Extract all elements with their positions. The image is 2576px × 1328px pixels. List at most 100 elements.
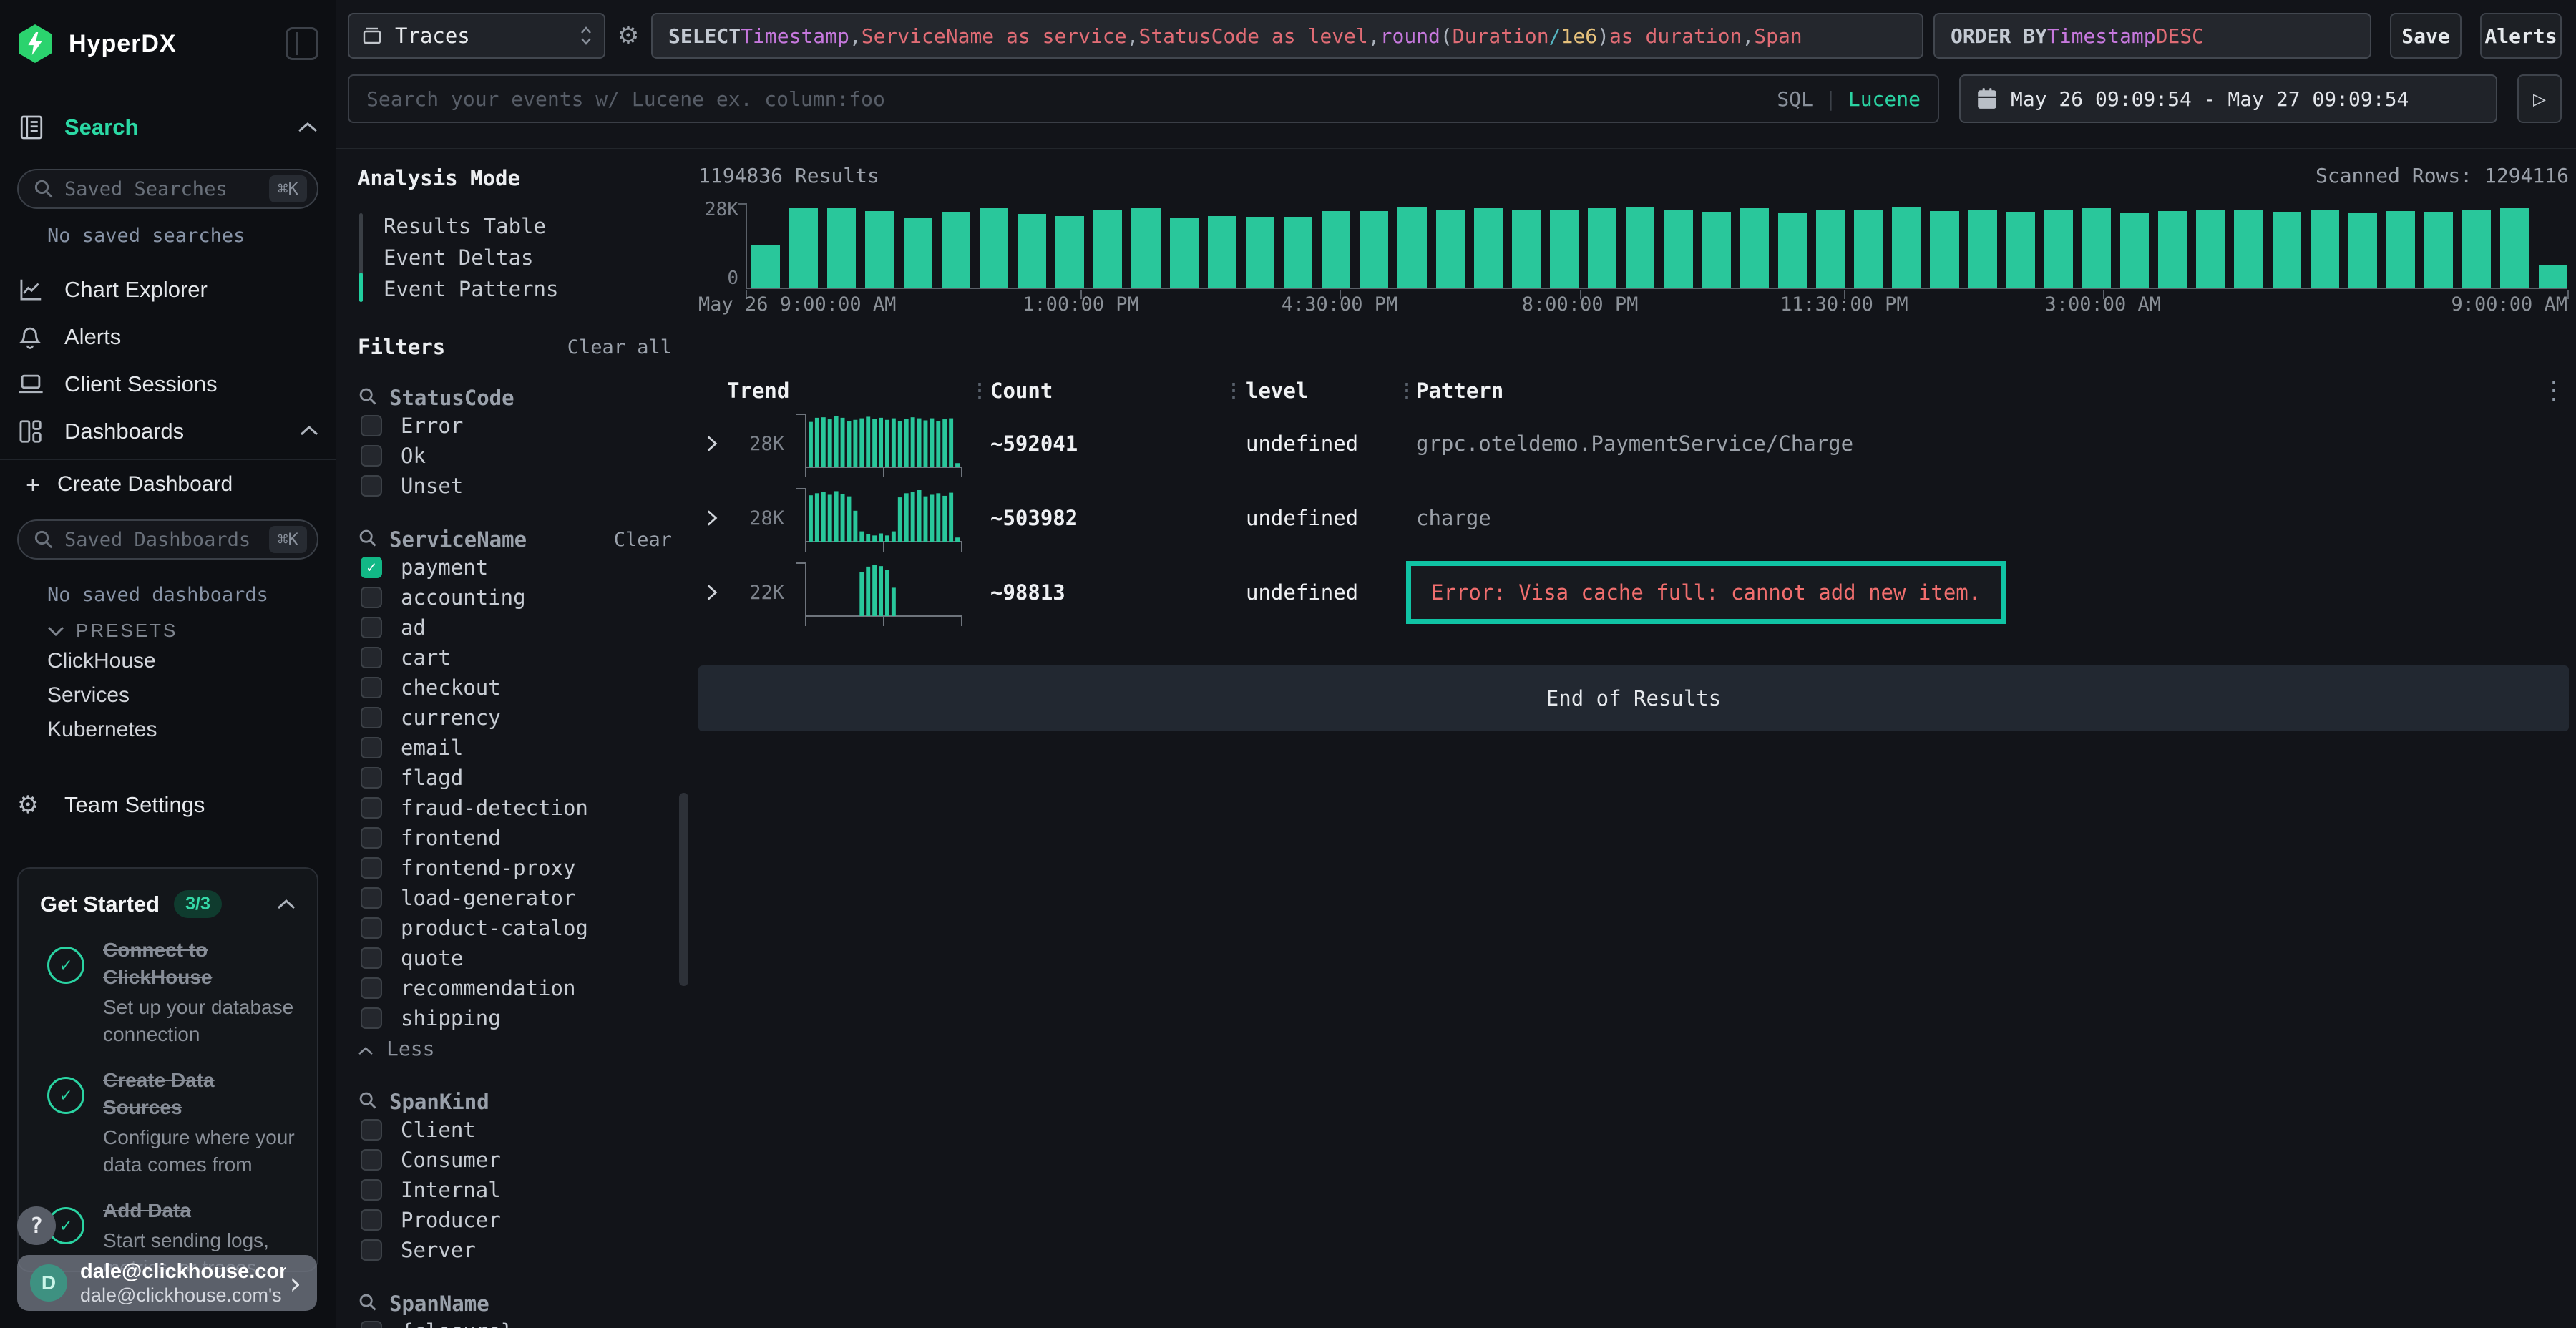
filter-option-fraud-detection[interactable]: fraud-detection bbox=[358, 793, 672, 823]
filter-option-load-generator[interactable]: load-generator bbox=[358, 883, 672, 913]
filter-option-server[interactable]: Server bbox=[358, 1235, 672, 1265]
filter-option-ok[interactable]: Ok bbox=[358, 441, 672, 471]
checkbox[interactable] bbox=[361, 737, 382, 758]
sidebar-item-alerts[interactable]: Alerts bbox=[17, 313, 318, 361]
checkbox[interactable] bbox=[361, 1209, 382, 1231]
column-header-level[interactable]: ⋮ level bbox=[1224, 379, 1309, 403]
checkbox[interactable] bbox=[361, 947, 382, 969]
saved-dashboards-input[interactable]: Saved Dashboards ⌘K bbox=[17, 519, 318, 560]
filter-option-producer[interactable]: Producer bbox=[358, 1205, 672, 1235]
table-row[interactable]: 28K ~592041 undefined grpc.oteldemo.Payment… bbox=[698, 406, 2569, 481]
filter-option-internal[interactable]: Internal bbox=[358, 1175, 672, 1205]
get-started-item[interactable]: ✓ Create Data Sources Configure where your… bbox=[40, 1067, 296, 1178]
preset-services[interactable]: Services bbox=[47, 683, 130, 707]
checkbox[interactable] bbox=[361, 917, 382, 939]
highlighted-error-pattern[interactable]: Error: Visa cache full: cannot add new i… bbox=[1406, 561, 2006, 624]
checkbox[interactable] bbox=[361, 827, 382, 849]
user-menu[interactable]: D dale@clickhouse.com dale@clickhouse.co… bbox=[17, 1255, 317, 1311]
lang-sql-option[interactable]: SQL bbox=[1777, 87, 1813, 111]
filter-option-recommendation[interactable]: recommendation bbox=[358, 973, 672, 1003]
filter-option-ad[interactable]: ad bbox=[358, 612, 672, 643]
analysis-mode-results-table[interactable]: Results Table bbox=[384, 214, 546, 238]
filter-option-flagd[interactable]: flagd bbox=[358, 763, 672, 793]
checkbox[interactable] bbox=[361, 707, 382, 728]
sidebar-item-search[interactable]: Search bbox=[17, 107, 318, 147]
checkbox[interactable] bbox=[361, 797, 382, 819]
source-settings-gear-icon[interactable]: ⚙ bbox=[617, 21, 640, 50]
analysis-mode-event-deltas[interactable]: Event Deltas bbox=[384, 245, 534, 270]
checkbox[interactable] bbox=[361, 1321, 382, 1328]
checkbox[interactable] bbox=[361, 857, 382, 879]
checkbox[interactable] bbox=[361, 415, 382, 436]
presets-toggle[interactable]: PRESETS bbox=[17, 620, 318, 642]
histogram-bars[interactable] bbox=[751, 206, 2567, 288]
get-started-item[interactable]: ✓ Connect to ClickHouse Set up your databa… bbox=[40, 937, 296, 1048]
row-expand-icon[interactable] bbox=[704, 431, 733, 456]
filter-option-error[interactable]: Error bbox=[358, 411, 672, 441]
filter-option-email[interactable]: email bbox=[358, 733, 672, 763]
preset-kubernetes[interactable]: Kubernetes bbox=[47, 718, 157, 741]
scrollbar-thumb[interactable] bbox=[679, 793, 688, 986]
sql-orderby-input[interactable]: ORDER BY Timestamp DESC bbox=[1933, 13, 2371, 59]
sidebar-item-dashboards[interactable]: Dashboards bbox=[17, 408, 318, 455]
filter-option--closure-[interactable]: {closure} bbox=[358, 1317, 672, 1328]
column-header-pattern[interactable]: ⋮ Pattern bbox=[1397, 379, 1504, 403]
create-dashboard-button[interactable]: + Create Dashboard bbox=[17, 467, 318, 502]
search-input[interactable]: Search your events w/ Lucene ex. column:… bbox=[348, 74, 1939, 123]
save-button[interactable]: Save bbox=[2390, 13, 2462, 59]
filter-option-product-catalog[interactable]: product-catalog bbox=[358, 913, 672, 943]
checkbox[interactable] bbox=[361, 587, 382, 608]
filter-option-shipping[interactable]: shipping bbox=[358, 1003, 672, 1033]
checkbox[interactable] bbox=[361, 1149, 382, 1171]
filter-option-consumer[interactable]: Consumer bbox=[358, 1145, 672, 1175]
alerts-button[interactable]: Alerts bbox=[2480, 13, 2562, 59]
column-header-trend[interactable]: Trend bbox=[727, 379, 790, 403]
filter-option-payment[interactable]: payment bbox=[358, 552, 672, 582]
row-expand-icon[interactable] bbox=[704, 580, 733, 605]
checkbox[interactable] bbox=[361, 767, 382, 788]
saved-searches-input[interactable]: Saved Searches ⌘K bbox=[17, 169, 318, 209]
filter-option-unset[interactable]: Unset bbox=[358, 471, 672, 501]
checkbox[interactable] bbox=[361, 617, 382, 638]
checkbox[interactable] bbox=[361, 1119, 382, 1141]
filter-option-quote[interactable]: quote bbox=[358, 943, 672, 973]
date-range-picker[interactable]: May 26 09:09:54 - May 27 09:09:54 bbox=[1959, 74, 2497, 123]
filter-option-client[interactable]: Client bbox=[358, 1115, 672, 1145]
sidebar-item-client-sessions[interactable]: Client Sessions bbox=[17, 361, 318, 408]
column-header-count[interactable]: ⋮ Count bbox=[970, 379, 1053, 403]
row-expand-icon[interactable] bbox=[704, 506, 733, 530]
table-row[interactable]: 28K ~503982 undefined charge bbox=[698, 481, 2569, 555]
sql-select-input[interactable]: SELECT Timestamp, ServiceName as service… bbox=[651, 13, 1923, 59]
show-less-button[interactable]: Less bbox=[358, 1033, 672, 1063]
checkbox[interactable] bbox=[361, 1179, 382, 1201]
lang-lucene-option[interactable]: Lucene bbox=[1848, 87, 1921, 111]
checkbox[interactable] bbox=[361, 1239, 382, 1261]
checkbox[interactable] bbox=[361, 887, 382, 909]
filter-option-frontend[interactable]: frontend bbox=[358, 823, 672, 853]
checkbox[interactable] bbox=[361, 475, 382, 497]
checkbox[interactable] bbox=[361, 677, 382, 698]
filter-option-frontend-proxy[interactable]: frontend-proxy bbox=[358, 853, 672, 883]
filter-option-accounting[interactable]: accounting bbox=[358, 582, 672, 612]
sidebar-item-chart-explorer[interactable]: Chart Explorer bbox=[17, 266, 318, 313]
clear-filter-button[interactable]: Clear bbox=[613, 528, 672, 551]
clear-all-filters-button[interactable]: Clear all bbox=[567, 336, 672, 358]
filter-option-cart[interactable]: cart bbox=[358, 643, 672, 673]
run-query-button[interactable]: ▷ bbox=[2517, 74, 2562, 123]
chevron-up-icon[interactable] bbox=[277, 899, 296, 909]
checkbox[interactable] bbox=[361, 1007, 382, 1029]
sidebar-item-team-settings[interactable]: ⚙ Team Settings bbox=[17, 787, 318, 823]
help-button[interactable]: ? bbox=[17, 1206, 56, 1245]
analysis-mode-event-patterns[interactable]: Event Patterns bbox=[384, 277, 559, 301]
filter-option-currency[interactable]: currency bbox=[358, 703, 672, 733]
checkbox[interactable] bbox=[361, 647, 382, 668]
sidebar-collapse-icon[interactable] bbox=[286, 27, 318, 60]
checkbox[interactable] bbox=[361, 977, 382, 999]
checkbox[interactable] bbox=[361, 445, 382, 467]
checkbox-checked[interactable] bbox=[361, 557, 382, 578]
table-options-icon[interactable]: ⋮ bbox=[2542, 376, 2566, 405]
filter-option-checkout[interactable]: checkout bbox=[358, 673, 672, 703]
table-row[interactable]: 22K ~98813 undefined Error: Visa cache full… bbox=[698, 555, 2569, 630]
preset-clickhouse[interactable]: ClickHouse bbox=[47, 649, 156, 673]
source-select[interactable]: Traces bbox=[348, 13, 605, 59]
